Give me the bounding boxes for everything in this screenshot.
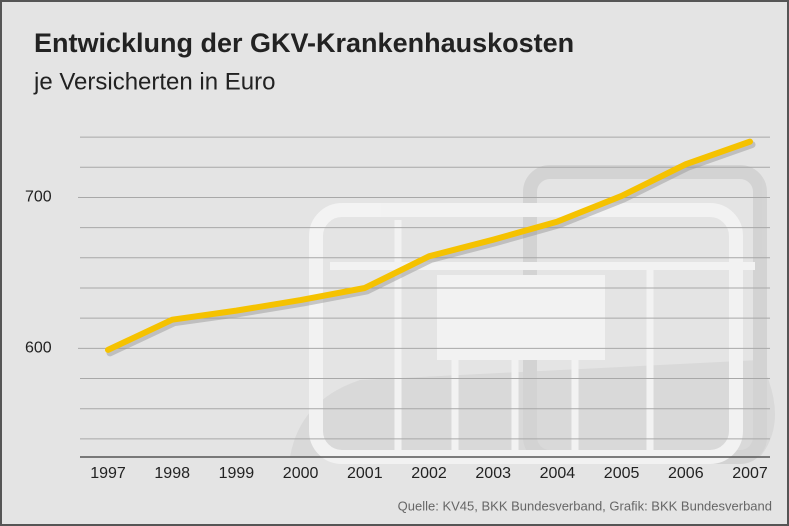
x-tick-label: 2000 [283, 465, 319, 482]
x-tick-label: 1998 [154, 465, 190, 482]
x-tick-label: 1999 [219, 465, 255, 482]
x-tick-label: 2003 [475, 465, 511, 482]
line-shadow [106, 141, 756, 357]
y-tick-label: 600 [25, 340, 52, 357]
chart-subtitle: je Versicherten in Euro [33, 68, 275, 95]
x-tick-label: 2001 [347, 465, 383, 482]
x-tick-label: 2005 [604, 465, 640, 482]
y-tick-label: 700 [25, 189, 52, 206]
x-tick-label: 2006 [668, 465, 704, 482]
source-note: Quelle: KV45, BKK Bundesverband, Grafik:… [398, 498, 772, 513]
x-tick-label: 2002 [411, 465, 447, 482]
data-line [105, 138, 753, 353]
x-tick-label: 2004 [540, 465, 576, 482]
chart-title: Entwicklung der GKV-Krankenhauskosten [34, 28, 574, 58]
x-tick-label: 2007 [732, 465, 768, 482]
x-tick-label: 1997 [90, 465, 126, 482]
